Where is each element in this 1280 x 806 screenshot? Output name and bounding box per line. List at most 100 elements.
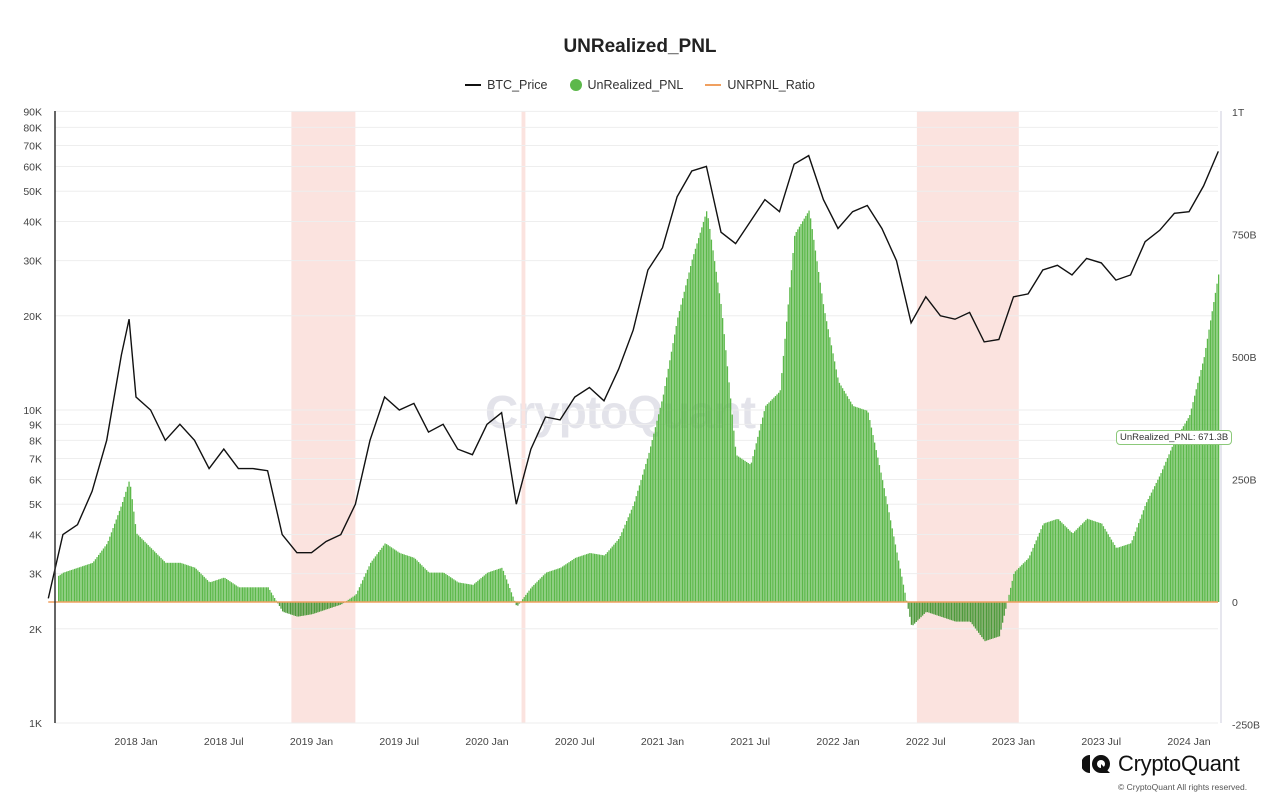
pnl-bar [938,602,940,616]
pnl-bar [1186,420,1188,602]
legend-item-btc-price[interactable]: BTC_Price [465,78,548,92]
pnl-bar [254,587,257,602]
pnl-bar [334,602,337,607]
pnl-bar [653,433,655,602]
pnl-bar [163,561,165,602]
pnl-bar [360,583,362,602]
x-tick-label: 2021 Jul [730,736,770,748]
x-tick-label: 2018 Jan [114,736,157,748]
pnl-bar [819,282,821,602]
pnl-bar [146,543,148,602]
pnl-bar [973,602,975,627]
pnl-bar [1059,520,1061,602]
pnl-bar [136,533,138,602]
pnl-bar [1142,510,1145,602]
pnl-bar [562,566,564,602]
pnl-bar [875,450,877,602]
cryptoquant-logo-icon [1082,755,1110,773]
pnl-bar [659,407,661,602]
pnl-bar [1163,465,1165,602]
pnl-bar [430,572,433,602]
pnl-bar [994,602,996,638]
pnl-bar [795,232,797,602]
pnl-bar [421,565,423,602]
legend-item-unrpnl-ratio[interactable]: UNRPNL_Ratio [705,78,815,92]
pnl-bar [286,602,289,614]
pnl-bar [226,579,228,602]
pnl-bar [581,555,583,602]
pnl-bar [893,536,895,602]
pnl-bar [352,596,354,602]
pnl-bar [197,570,199,602]
pnl-bar [901,576,903,602]
pnl-bar [707,218,709,602]
pnl-bar [1062,524,1065,602]
pnl-bar [74,568,76,602]
pnl-bar [166,562,169,602]
pnl-bar [958,602,961,622]
tooltip: UnRealized_PNL: 671.3B [1116,430,1233,445]
pnl-bar [1099,523,1101,602]
legend-swatch [705,84,722,86]
pnl-bar [1029,555,1031,602]
pnl-bar [805,215,807,602]
pnl-bar [1027,558,1029,602]
pnl-bar [491,571,493,602]
pnl-bar [1090,519,1092,602]
pnl-bar [632,505,634,602]
pnl-bar [594,553,596,602]
pnl-bar [211,581,213,602]
pnl-bar [1005,602,1007,609]
pnl-bar [147,545,149,602]
pnl-bar [1040,529,1042,602]
pnl-bar [547,571,549,602]
pnl-bar [328,602,330,609]
pnl-bar [715,271,717,602]
pnl-bar [965,602,967,622]
pnl-bar [538,580,540,602]
pnl-bar [141,538,143,602]
legend-item-unrealized-pnl[interactable]: UnRealized_PNL [569,78,683,92]
pnl-bar [878,465,881,602]
pnl-bar [688,272,690,602]
pnl-bar [368,566,370,602]
pnl-bar [174,562,177,602]
pnl-bar [797,229,799,602]
pnl-bar [829,337,831,602]
pnl-bar [382,545,385,602]
pnl-bar [482,576,484,602]
pnl-bar [813,239,815,603]
pnl-bar [640,480,642,602]
pnl-bar [443,572,445,602]
pnl-bar [824,313,826,602]
pnl-bar [70,569,73,602]
pnl-bar [730,398,732,602]
pnl-bar [1074,531,1076,602]
pnl-bar [986,602,988,641]
pnl-bar [365,573,367,602]
pnl-bar [1157,479,1159,602]
pnl-bar [238,587,241,602]
pnl-bar [504,575,506,602]
pnl-bar [1024,561,1026,602]
pnl-bar [971,602,973,625]
pnl-bar [872,435,874,602]
pnl-bar [712,250,714,602]
x-tick-label: 2023 Jan [992,736,1035,748]
pnl-bar [314,602,316,614]
pnl-bar [498,568,500,602]
pnl-bar [1109,536,1111,602]
pnl-bar [525,594,527,602]
pnl-bar [997,602,999,637]
x-tick-label: 2021 Jan [641,736,684,748]
pnl-bar [979,602,981,635]
pnl-bar [731,414,733,602]
pnl-bar [794,235,796,603]
pnl-bar [677,317,679,602]
pnl-bar [502,570,505,602]
pnl-bar [678,311,681,602]
pnl-bar [651,440,653,602]
pnl-bar [240,587,242,602]
pnl-bar [962,602,964,622]
pnl-bar [1174,439,1177,602]
